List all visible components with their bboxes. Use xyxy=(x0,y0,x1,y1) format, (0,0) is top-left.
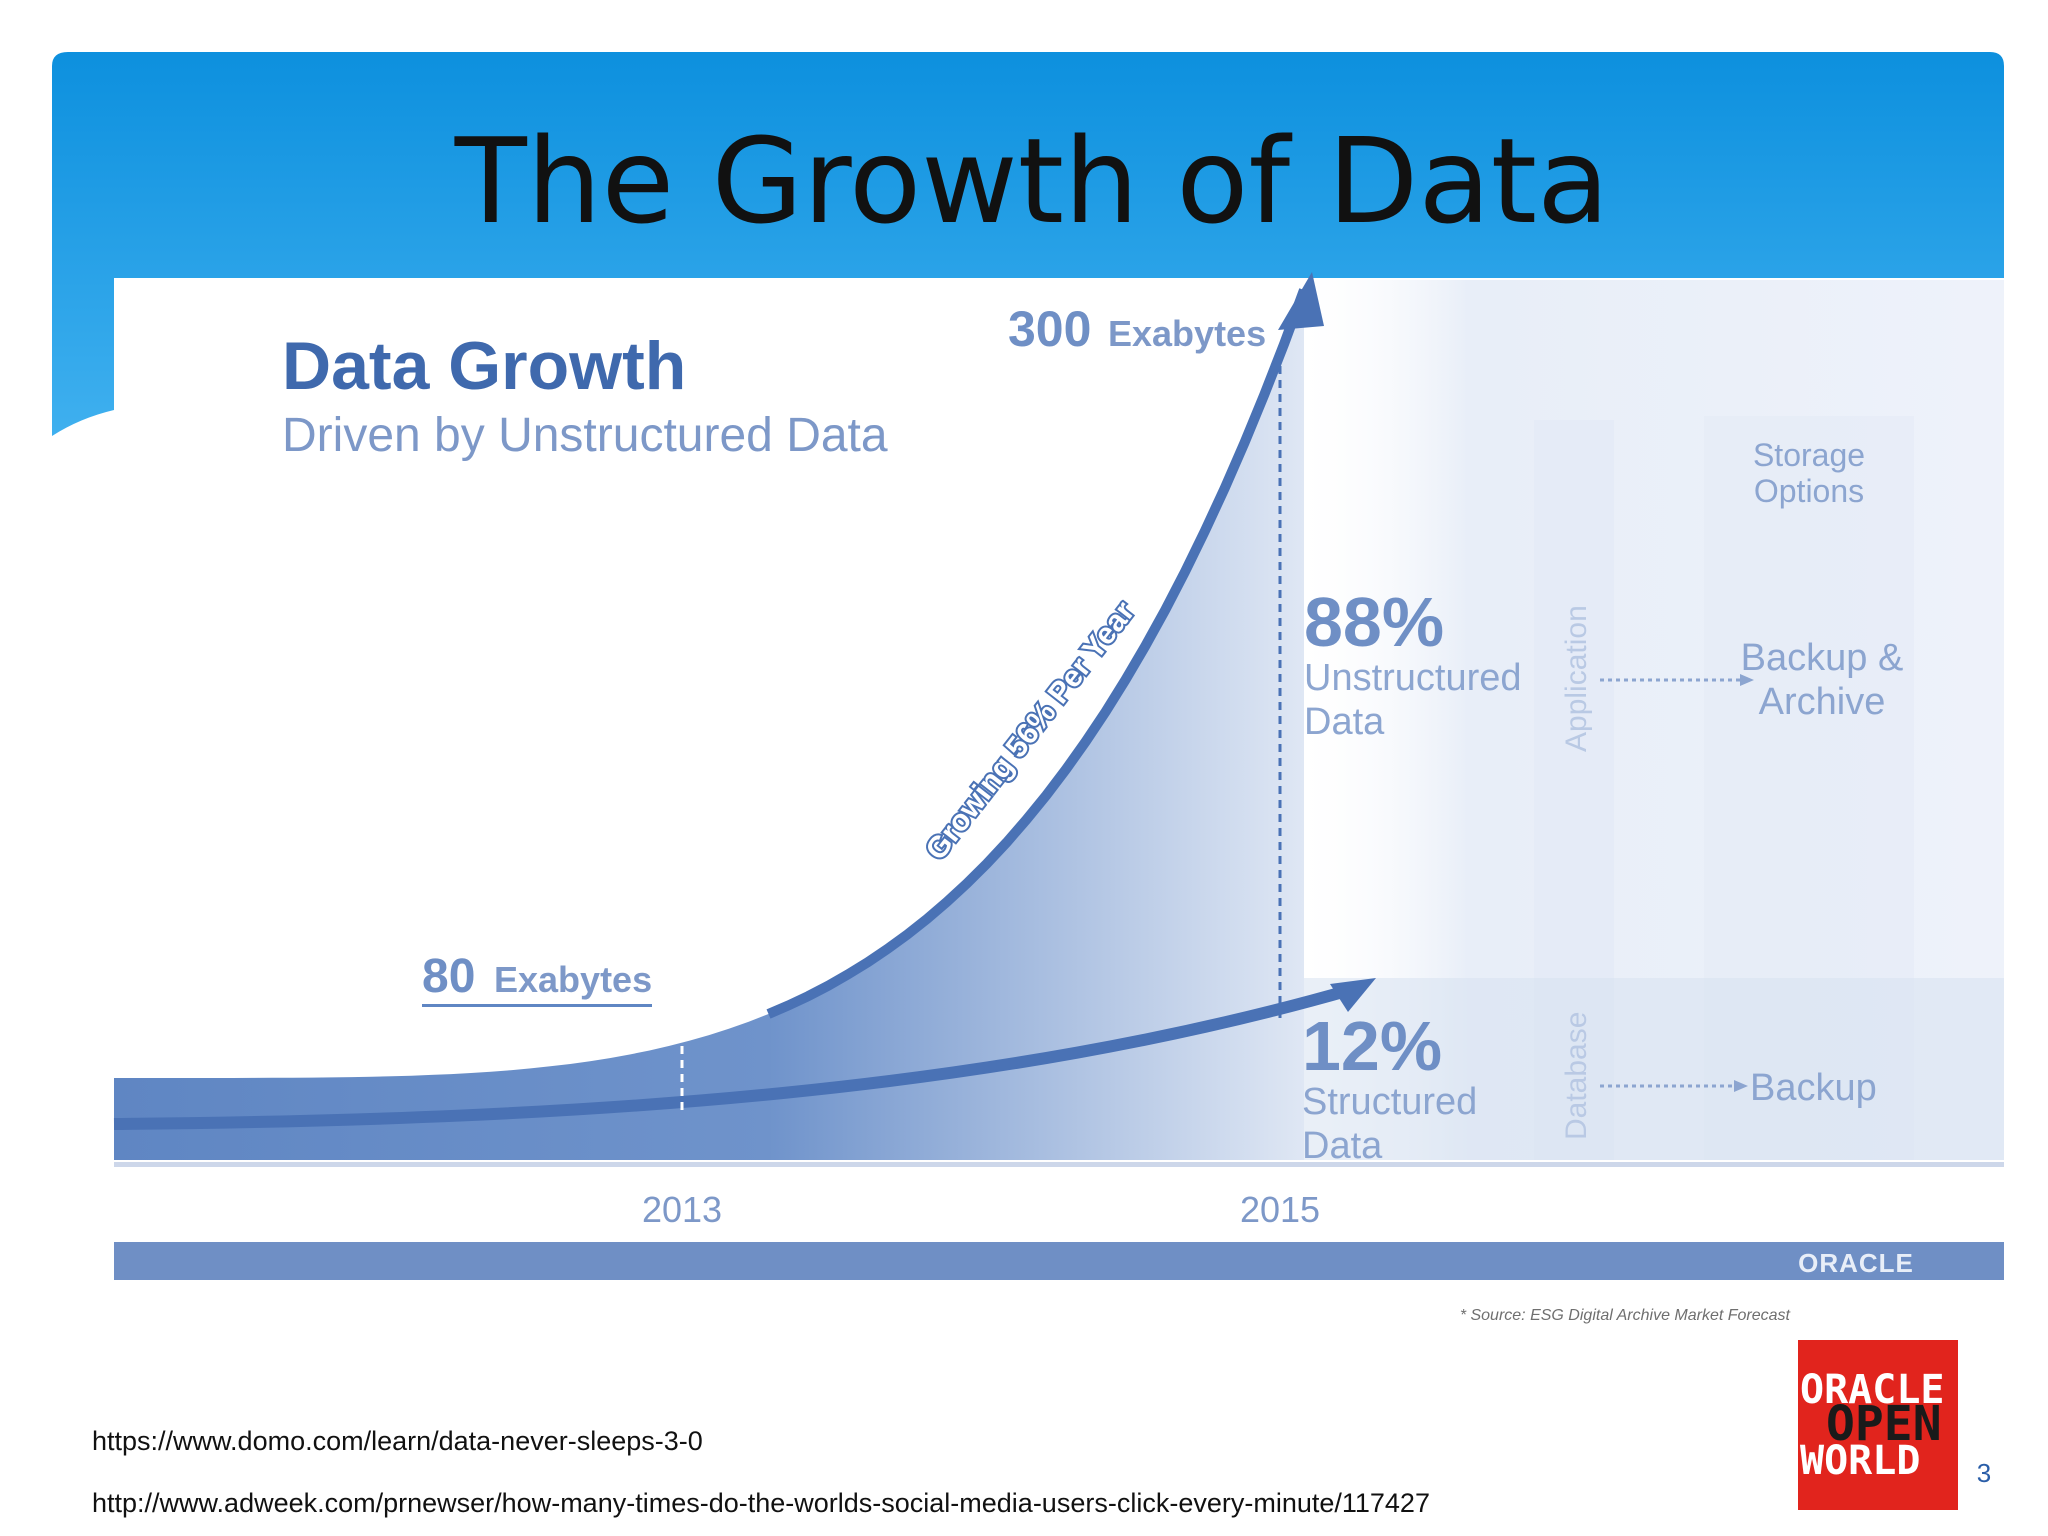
logo-line3: WORLD xyxy=(1800,1438,1920,1484)
growth-area xyxy=(114,290,1304,1160)
footer-brand: ORACLE xyxy=(1798,1248,1914,1278)
unstructured-label-line2: Data xyxy=(1304,701,1385,743)
growth-arrowhead xyxy=(1278,272,1324,330)
storage-heading-line2: Options xyxy=(1754,473,1864,509)
storage-heading-line1: Storage xyxy=(1753,437,1865,473)
unstructured-label-line1: Unstructured xyxy=(1304,657,1522,699)
label-2013-value: 80 xyxy=(422,950,475,1003)
structured-percent: 12% xyxy=(1302,1007,1442,1085)
application-arrowhead xyxy=(1740,674,1754,686)
infographic-heading: Data Growth xyxy=(282,328,686,404)
growth-curve-line xyxy=(766,288,1309,1019)
infographic-footer-bar xyxy=(114,1242,2004,1280)
logo-background xyxy=(1798,1340,1958,1510)
slide-title: The Growth of Data xyxy=(454,112,1610,250)
structured-arrowhead xyxy=(1330,978,1376,1012)
x-tick-2013: 2013 xyxy=(642,1189,722,1230)
page-number: 3 xyxy=(1977,1458,1991,1488)
label-2013-unit: Exabytes xyxy=(494,959,652,1000)
label-2013-underline xyxy=(422,1004,652,1007)
storage-option-1-line1: Backup & xyxy=(1741,637,1904,679)
axis-baseline xyxy=(114,1162,2004,1167)
label-2015-unit: Exabytes xyxy=(1108,313,1266,354)
logo-line2: OPEN xyxy=(1826,1396,1942,1452)
x-tick-2015: 2015 xyxy=(1240,1189,1320,1230)
oracle-openworld-logo: ORACLE OPEN WORLD xyxy=(1798,1340,1958,1510)
unstructured-percent: 88% xyxy=(1304,583,1444,661)
storage-option-1-line2: Archive xyxy=(1759,681,1886,723)
layer-database-label: Database xyxy=(1560,1012,1593,1140)
infographic-subheading: Driven by Unstructured Data xyxy=(282,409,888,462)
header-band xyxy=(52,52,2004,436)
database-arrowhead xyxy=(1734,1080,1748,1092)
structured-label-line2: Data xyxy=(1302,1125,1383,1167)
reference-link-1[interactable]: https://www.domo.com/learn/data-never-sl… xyxy=(92,1426,703,1456)
x-tick-labels: 2013 2015 xyxy=(642,1189,1320,1230)
structured-trend-line xyxy=(113,984,1352,1130)
source-note: * Source: ESG Digital Archive Market For… xyxy=(1460,1307,1791,1324)
layer-application-label: Application xyxy=(1560,605,1593,752)
label-2015-value: 300 xyxy=(1008,301,1091,357)
structured-band xyxy=(1290,978,2004,1160)
logo-line1: ORACLE xyxy=(1800,1367,1945,1413)
reference-link-2[interactable]: http://www.adweek.com/prnewser/how-many-… xyxy=(92,1488,1430,1518)
data-markers xyxy=(680,366,1282,1110)
storage-option-2: Backup xyxy=(1750,1067,1877,1109)
structured-label-line1: Structured xyxy=(1302,1081,1477,1123)
